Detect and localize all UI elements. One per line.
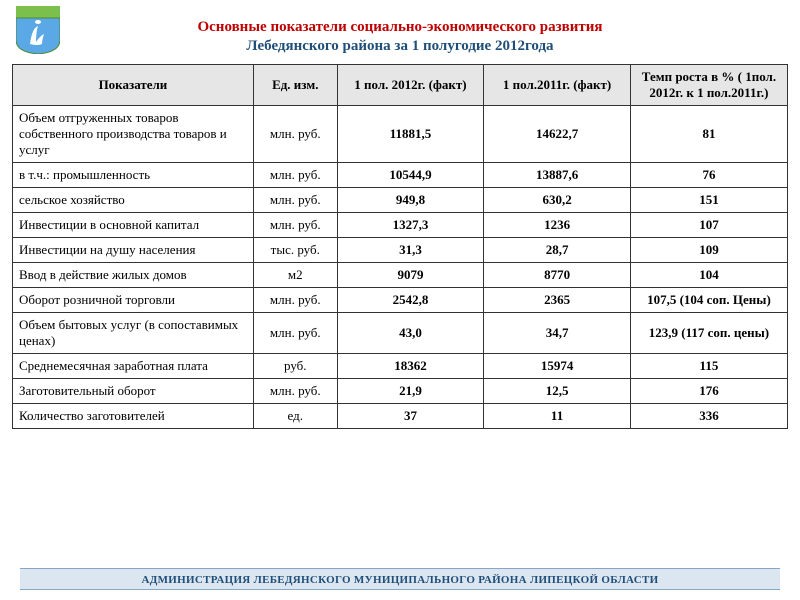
title-line1: Основные показатели социально-экономичес… [197,19,602,35]
table-row: Объем бытовых услуг (в сопоставимых цена… [13,312,788,353]
value-2012: 11881,5 [337,105,484,162]
value-2012: 37 [337,403,484,428]
title-line2: Лебедянского района за 1 полугодие 2012г… [246,38,553,54]
indicator-unit: млн. руб. [253,105,337,162]
value-2011: 34,7 [484,312,631,353]
value-2011: 1236 [484,212,631,237]
page-title: Основные показатели социально-экономичес… [0,0,800,64]
growth-rate: 109 [630,237,787,262]
indicator-unit: руб. [253,353,337,378]
growth-rate: 107 [630,212,787,237]
indicator-unit: тыс. руб. [253,237,337,262]
indicator-unit: ед. [253,403,337,428]
table-row: Ввод в действие жилых домовм290798770104 [13,262,788,287]
indicator-unit: млн. руб. [253,378,337,403]
indicator-unit: млн. руб. [253,212,337,237]
value-2011: 13887,6 [484,162,631,187]
table-header-row: ПоказателиЕд. изм.1 пол. 2012г. (факт)1 … [13,64,788,105]
growth-rate: 123,9 (117 соп. цены) [630,312,787,353]
table-row: Оборот розничной торговлимлн. руб.2542,8… [13,287,788,312]
footer-text: АДМИНИСТРАЦИЯ ЛЕБЕДЯНСКОГО МУНИЦИПАЛЬНОГ… [141,574,658,586]
value-2011: 28,7 [484,237,631,262]
value-2011: 12,5 [484,378,631,403]
value-2012: 43,0 [337,312,484,353]
indicator-label: Количество заготовителей [13,403,254,428]
col-header: Ед. изм. [253,64,337,105]
table-row: Количество заготовителейед.3711336 [13,403,788,428]
indicator-label: в т.ч.: промышленность [13,162,254,187]
value-2011: 11 [484,403,631,428]
value-2012: 10544,9 [337,162,484,187]
indicator-unit: млн. руб. [253,312,337,353]
indicator-label: Инвестиции в основной капитал [13,212,254,237]
value-2011: 630,2 [484,187,631,212]
value-2012: 2542,8 [337,287,484,312]
growth-rate: 151 [630,187,787,212]
col-header: Темп роста в % ( 1пол. 2012г. к 1 пол.20… [630,64,787,105]
value-2012: 18362 [337,353,484,378]
value-2011: 15974 [484,353,631,378]
growth-rate: 336 [630,403,787,428]
indicators-table: ПоказателиЕд. изм.1 пол. 2012г. (факт)1 … [12,64,788,429]
indicator-label: Ввод в действие жилых домов [13,262,254,287]
growth-rate: 107,5 (104 соп. Цены) [630,287,787,312]
col-header: Показатели [13,64,254,105]
value-2012: 1327,3 [337,212,484,237]
value-2011: 8770 [484,262,631,287]
indicator-unit: млн. руб. [253,162,337,187]
growth-rate: 104 [630,262,787,287]
value-2011: 2365 [484,287,631,312]
indicator-label: Инвестиции на душу населения [13,237,254,262]
indicator-unit: м2 [253,262,337,287]
value-2011: 14622,7 [484,105,631,162]
growth-rate: 176 [630,378,787,403]
indicator-unit: млн. руб. [253,287,337,312]
indicator-label: Объем бытовых услуг (в сопоставимых цена… [13,312,254,353]
value-2012: 21,9 [337,378,484,403]
col-header: 1 пол. 2012г. (факт) [337,64,484,105]
indicator-label: Заготовительный оборот [13,378,254,403]
table-row: Инвестиции в основной капиталмлн. руб.13… [13,212,788,237]
table-row: сельское хозяйствомлн. руб.949,8630,2151 [13,187,788,212]
table-row: Среднемесячная заработная платаруб.18362… [13,353,788,378]
table-row: в т.ч.: промышленностьмлн. руб.10544,913… [13,162,788,187]
growth-rate: 76 [630,162,787,187]
value-2012: 949,8 [337,187,484,212]
growth-rate: 81 [630,105,787,162]
value-2012: 9079 [337,262,484,287]
value-2012: 31,3 [337,237,484,262]
growth-rate: 115 [630,353,787,378]
table-row: Объем отгруженных товаров собственного п… [13,105,788,162]
indicator-label: сельское хозяйство [13,187,254,212]
indicator-label: Среднемесячная заработная плата [13,353,254,378]
indicator-label: Объем отгруженных товаров собственного п… [13,105,254,162]
indicator-unit: млн. руб. [253,187,337,212]
col-header: 1 пол.2011г. (факт) [484,64,631,105]
table-row: Заготовительный оборотмлн. руб.21,912,51… [13,378,788,403]
indicator-label: Оборот розничной торговли [13,287,254,312]
region-logo [16,6,60,54]
table-row: Инвестиции на душу населениятыс. руб.31,… [13,237,788,262]
footer-band: АДМИНИСТРАЦИЯ ЛЕБЕДЯНСКОГО МУНИЦИПАЛЬНОГ… [20,568,780,590]
